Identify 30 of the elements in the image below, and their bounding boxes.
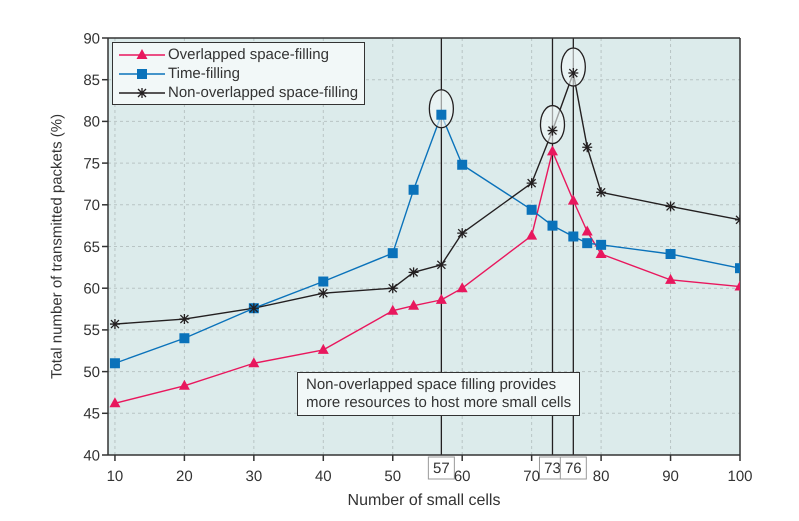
annotation: Non-overlapped space filling provides more resources to host more small cells (297, 372, 580, 416)
x-tick-label: 10 (106, 468, 124, 485)
ref-line-label: 73 (544, 460, 561, 477)
y-tick-label: 90 (83, 30, 100, 48)
y-tick-label: 65 (83, 238, 100, 256)
x-axis-title: Number of small cells (348, 492, 500, 509)
x-tick-label: 100 (727, 468, 753, 485)
legend-label: Non-overlapped space-filling (168, 83, 358, 102)
x-tick-label: 20 (176, 468, 193, 485)
x-tick-label: 70 (523, 468, 540, 485)
x-tick-label: 30 (246, 468, 262, 485)
y-tick-label: 45 (83, 406, 100, 423)
x-tick-label: 40 (314, 468, 332, 485)
x-tick-label: 50 (384, 468, 402, 485)
y-tick-label: 50 (83, 364, 100, 381)
ref-line-label: 76 (564, 460, 582, 477)
y-tick-label: 55 (83, 322, 100, 340)
legend-label: Overlapped space-filling (168, 45, 329, 64)
legend-label: Time-filling (168, 64, 240, 83)
x-tick-label: 80 (592, 468, 610, 485)
y-axis-title: Total number of transmitted packets (%) (48, 114, 66, 380)
y-tick-label: 70 (83, 197, 100, 214)
y-tick-label: 75 (83, 155, 100, 172)
x-tick-label: 90 (662, 468, 679, 485)
y-tick-label: 85 (83, 72, 100, 90)
y-tick-label: 40 (83, 447, 100, 464)
y-tick-label: 60 (83, 280, 100, 298)
x-tick-label: 60 (454, 468, 471, 485)
y-tick-label: 80 (83, 114, 100, 131)
ref-line-label: 57 (433, 460, 450, 477)
